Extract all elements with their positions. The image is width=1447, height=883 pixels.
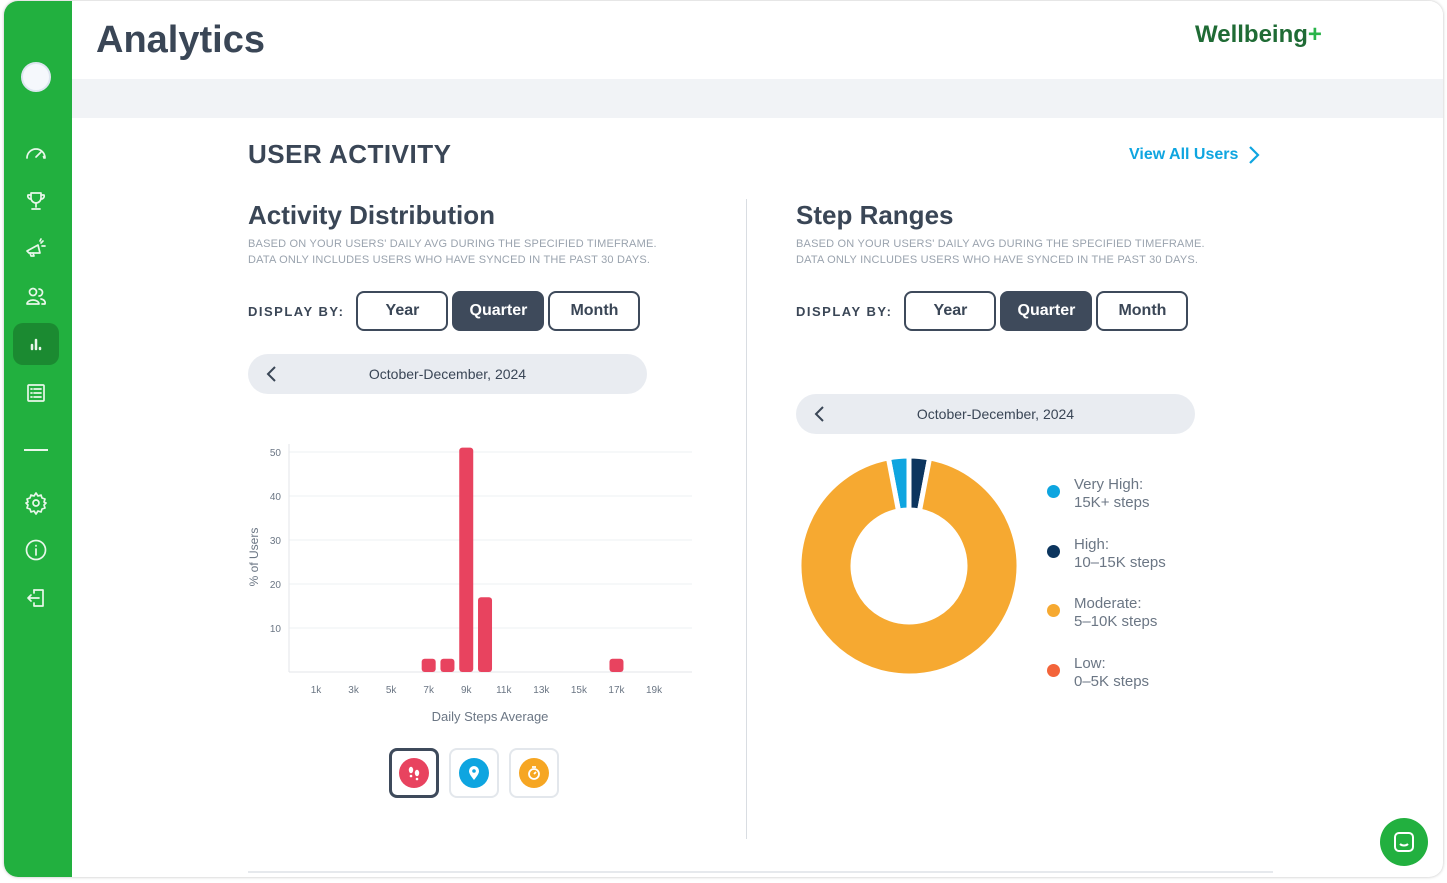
sidebar-divider bbox=[24, 449, 48, 451]
users-icon[interactable] bbox=[13, 276, 59, 318]
chevron-right-icon bbox=[1249, 146, 1260, 164]
legend-item: Low: 0–5K steps bbox=[1047, 655, 1149, 691]
stopwatch-icon bbox=[528, 766, 540, 780]
y-axis-label: % of Users bbox=[247, 528, 261, 587]
activity-subtitle-1: Based on your users' daily avg during th… bbox=[248, 238, 657, 250]
legend-detail: 5–10K steps bbox=[1074, 613, 1158, 630]
y-tick-label: 30 bbox=[270, 536, 282, 547]
steps-metric-button[interactable] bbox=[389, 748, 439, 798]
bar[interactable] bbox=[478, 597, 493, 672]
legend-dot bbox=[1047, 485, 1060, 498]
legend-name: Very High: bbox=[1074, 476, 1144, 493]
legend-dot bbox=[1047, 544, 1060, 558]
step-ranges-donut-chart bbox=[796, 453, 1022, 679]
legend-item: Moderate: 5–10K steps bbox=[1047, 595, 1157, 631]
logout-icon[interactable] bbox=[13, 577, 59, 619]
bar[interactable] bbox=[421, 658, 436, 672]
x-tick-label: 19k bbox=[646, 685, 663, 696]
location-metric-button[interactable] bbox=[449, 748, 499, 798]
chevron-left-icon[interactable] bbox=[262, 364, 282, 384]
month-button[interactable]: Month bbox=[1096, 291, 1189, 331]
date-range-label: October-December, 2024 bbox=[916, 406, 1075, 422]
legend-item: High: 10–15K steps bbox=[1047, 536, 1166, 572]
date-range-label: October-December, 2024 bbox=[368, 366, 527, 382]
header-band bbox=[72, 79, 1443, 118]
activity-bar-chart: 10 20 30 40 50 1k 3k 5k 7k 9k 11k 13k 15k 17k 19k Daily… bbox=[247, 444, 692, 724]
quarter-button[interactable]: Quarter bbox=[452, 291, 545, 331]
location-pin-icon bbox=[469, 766, 479, 780]
chat-icon bbox=[1394, 832, 1414, 852]
legend-dot bbox=[1047, 663, 1060, 677]
legend-name: High: bbox=[1074, 535, 1110, 553]
bar[interactable] bbox=[440, 658, 455, 672]
y-tick-label: 10 bbox=[270, 624, 282, 635]
date-range-selector: October-December, 2024 bbox=[248, 354, 647, 394]
sidebar bbox=[4, 1, 72, 877]
legend-detail: 10–15K steps bbox=[1074, 553, 1166, 571]
section-title: USER ACTIVITY bbox=[248, 139, 452, 169]
x-tick-label: 13k bbox=[533, 685, 550, 696]
header: Analytics Wellbeing+ bbox=[72, 1, 1443, 79]
x-axis-label: Daily Steps Average bbox=[432, 709, 549, 724]
column-divider bbox=[746, 199, 747, 839]
donut-slice[interactable] bbox=[796, 455, 1022, 679]
view-all-users-link[interactable]: View All Users bbox=[1129, 145, 1260, 165]
steps-subtitle-2: Data only includes users who have synced… bbox=[796, 254, 1199, 266]
step-ranges-title: Step Ranges bbox=[796, 200, 954, 230]
quarter-button[interactable]: Quarter bbox=[1000, 291, 1093, 331]
page-title: Analytics bbox=[96, 19, 265, 61]
year-button[interactable]: Year bbox=[356, 291, 449, 331]
app-window: Analytics Wellbeing+ USER ACTIVITY View … bbox=[4, 1, 1443, 877]
y-tick-label: 40 bbox=[270, 492, 282, 503]
x-tick-label: 15k bbox=[571, 685, 588, 696]
display-by-label: DISPLAY BY: bbox=[248, 303, 345, 319]
settings-gear-icon[interactable] bbox=[13, 482, 59, 524]
bar[interactable] bbox=[609, 658, 624, 672]
chat-button[interactable] bbox=[1380, 818, 1428, 866]
view-all-users-label: View All Users bbox=[1129, 146, 1239, 163]
x-tick-label: 1k bbox=[311, 685, 323, 696]
x-tick-label: 17k bbox=[608, 685, 625, 696]
activity-distribution-title: Activity Distribution bbox=[248, 200, 496, 230]
bar[interactable] bbox=[459, 447, 474, 672]
x-tick-label: 5k bbox=[386, 685, 398, 696]
legend-item: Very High: 15K+ steps bbox=[1047, 476, 1149, 512]
timer-metric-button[interactable] bbox=[509, 748, 559, 798]
month-button[interactable]: Month bbox=[548, 291, 641, 331]
x-tick-label: 11k bbox=[496, 685, 512, 696]
legend-name: Low: bbox=[1074, 654, 1106, 672]
dashboard-gauge-icon[interactable] bbox=[13, 132, 59, 174]
bar-chart-icon[interactable] bbox=[13, 323, 59, 365]
legend-dot bbox=[1047, 604, 1060, 617]
legend-name: Moderate: bbox=[1074, 595, 1142, 612]
display-by-label: DISPLAY BY: bbox=[796, 303, 893, 319]
megaphone-icon[interactable] bbox=[13, 228, 59, 270]
steps-subtitle-1: Based on your users' daily avg during th… bbox=[796, 238, 1205, 250]
x-tick-label: 3k bbox=[348, 685, 360, 696]
organization-avatar[interactable] bbox=[21, 62, 51, 92]
activity-subtitle-2: Data only includes users who have synced… bbox=[248, 254, 651, 266]
footer-divider bbox=[248, 871, 1273, 873]
list-icon[interactable] bbox=[13, 372, 59, 414]
footsteps-icon bbox=[408, 766, 420, 781]
date-range-selector: October-December, 2024 bbox=[796, 394, 1195, 434]
x-tick-label: 7k bbox=[423, 685, 435, 696]
wellbeing-logo: Wellbeing+ bbox=[1195, 21, 1322, 48]
chevron-left-icon[interactable] bbox=[810, 404, 830, 424]
steps-display-by: DISPLAY BY: Year Quarter Month bbox=[796, 291, 1189, 331]
info-icon[interactable] bbox=[13, 529, 59, 571]
activity-display-by: DISPLAY BY: Year Quarter Month bbox=[248, 291, 641, 331]
legend-detail: 0–5K steps bbox=[1074, 672, 1150, 690]
x-tick-label: 9k bbox=[461, 685, 473, 696]
trophy-icon[interactable] bbox=[13, 180, 59, 222]
y-tick-label: 50 bbox=[270, 448, 282, 459]
legend-detail: 15K+ steps bbox=[1074, 494, 1150, 511]
y-tick-label: 20 bbox=[270, 580, 282, 591]
year-button[interactable]: Year bbox=[904, 291, 997, 331]
